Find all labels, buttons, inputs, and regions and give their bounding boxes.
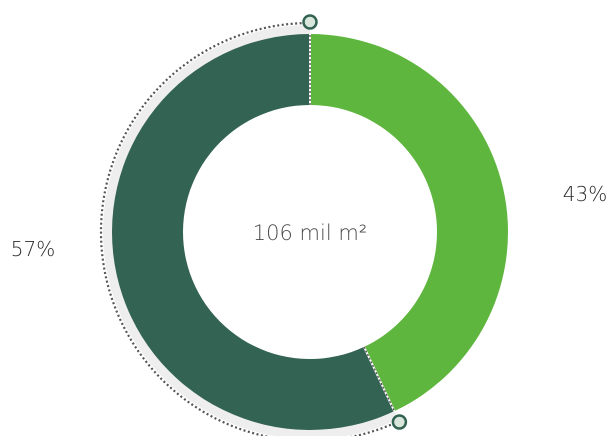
slice-label-dark-green: 57% xyxy=(11,237,55,261)
slice-separator xyxy=(363,346,396,412)
slice-markers xyxy=(302,14,408,430)
slice-label-light-green: 43% xyxy=(563,182,607,206)
slice-light-green xyxy=(310,34,508,412)
dotted-outline xyxy=(99,21,400,436)
slice-dark-green xyxy=(111,34,395,430)
dotted-outline-arc xyxy=(99,21,400,436)
donut-slices xyxy=(111,34,508,430)
center-total-label: 106 mil m² xyxy=(253,221,367,245)
slice-boundary-marker xyxy=(302,14,318,30)
slice-boundary-marker xyxy=(391,414,408,430)
